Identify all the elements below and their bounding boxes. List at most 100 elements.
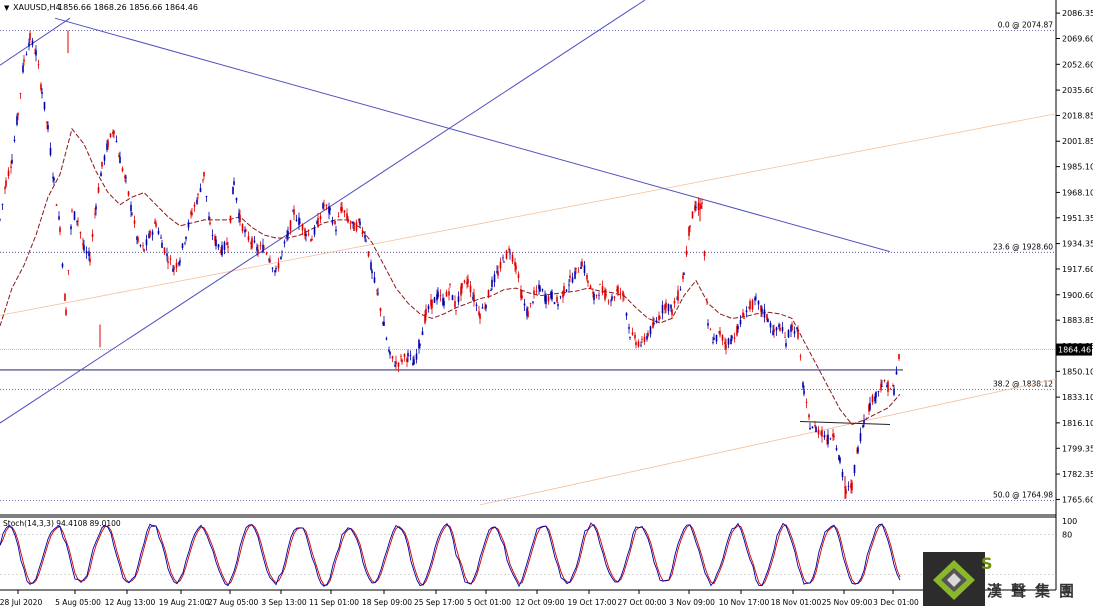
candle-body <box>763 309 766 318</box>
candle-body <box>16 116 18 125</box>
candle-body <box>863 419 865 424</box>
menu-chevron-icon: ▼ <box>4 4 10 12</box>
candle-body <box>232 186 234 195</box>
candle-body <box>730 338 732 345</box>
candle-body <box>845 489 847 494</box>
candle-body <box>709 329 712 331</box>
candle-body <box>113 130 115 134</box>
candle-body <box>377 293 379 295</box>
candle-body <box>724 341 726 345</box>
candle-body <box>683 273 685 275</box>
candle-body <box>737 326 739 330</box>
candle-body <box>287 231 289 237</box>
candle-body <box>733 337 736 339</box>
candle-body <box>742 312 744 317</box>
candle-body <box>283 241 286 244</box>
time-tick-label: 25 Nov 09:00 <box>822 598 873 607</box>
candle-body <box>371 270 373 274</box>
time-tick-label: 19 Aug 21:00 <box>159 598 210 607</box>
candle-body <box>541 289 544 291</box>
candle-body <box>811 426 814 429</box>
candle-body <box>695 206 697 208</box>
candle-body <box>613 296 616 299</box>
candle-body <box>215 239 217 247</box>
candle-body <box>775 327 778 331</box>
candle-body <box>727 338 730 345</box>
candle-body <box>247 236 250 241</box>
candle-body <box>586 275 588 280</box>
candle-body <box>22 65 24 73</box>
candle-body <box>820 432 822 434</box>
candle-body <box>359 221 361 226</box>
candle-body <box>671 309 673 315</box>
candle-body <box>88 251 90 257</box>
candle-body <box>781 327 784 331</box>
candle-body <box>817 429 820 435</box>
candle-body <box>115 140 118 142</box>
time-tick-label: 18 Sep 09:00 <box>362 598 412 607</box>
candle-body <box>167 261 169 264</box>
candle-body <box>688 226 690 236</box>
candle-body <box>715 334 718 342</box>
candle-body <box>11 159 13 164</box>
candle-body <box>262 244 264 253</box>
candle-body <box>131 213 133 215</box>
candle-body <box>853 464 856 474</box>
candle-body <box>298 217 300 226</box>
candle-body <box>97 187 100 193</box>
candle-body <box>389 351 391 355</box>
candle-body <box>154 221 156 224</box>
candle-body <box>85 251 88 254</box>
candle-body <box>637 341 640 347</box>
candle-body <box>179 260 181 263</box>
candle-body <box>155 223 157 227</box>
candle-body <box>118 155 120 158</box>
candle-body <box>496 271 498 273</box>
candle-body <box>797 329 799 339</box>
candle-body <box>601 286 604 294</box>
candle-body <box>484 307 486 309</box>
candle-body <box>205 195 208 198</box>
candle-body <box>718 331 720 333</box>
candle-body <box>37 64 40 66</box>
candle-body <box>10 166 12 168</box>
candle-body <box>340 207 342 211</box>
candle-body <box>713 338 715 340</box>
time-tick-label: 5 Aug 05:00 <box>55 598 101 607</box>
candle-body <box>358 218 360 221</box>
candle-body <box>151 231 154 235</box>
price-tick-label: 2035.60 <box>1062 86 1093 95</box>
watermark-logo: S 漢聲集團 <box>923 552 1091 606</box>
candle-body <box>424 314 426 324</box>
candle-body <box>365 240 367 242</box>
price-tick-label: 1917.60 <box>1062 265 1093 274</box>
candle-body <box>61 263 64 267</box>
candle-body <box>31 40 34 45</box>
candle-body <box>409 355 412 357</box>
candle-body <box>593 293 595 301</box>
candle-body <box>562 290 564 298</box>
candle-body <box>239 215 241 222</box>
candle-body <box>343 210 346 213</box>
candle-body <box>349 223 352 224</box>
candle-body <box>712 342 714 343</box>
candle-body <box>193 204 196 207</box>
price-tick-label: 1850.10 <box>1062 367 1093 376</box>
candle-body <box>223 242 226 250</box>
candle-body <box>467 279 469 284</box>
time-tick-label: 3 Nov 09:00 <box>669 598 715 607</box>
candle-body <box>725 344 727 349</box>
candle-body <box>841 471 844 477</box>
candle-body <box>778 324 780 328</box>
candle-body <box>415 353 418 360</box>
candle-body <box>457 296 460 302</box>
candle-body <box>652 322 654 328</box>
candle-body <box>313 227 316 235</box>
candle-body <box>658 315 660 321</box>
current-price-label: 1864.46 <box>1058 346 1091 355</box>
candle-body <box>317 217 319 228</box>
price-tick-label: 1900.60 <box>1062 291 1093 300</box>
candle-body <box>166 253 168 256</box>
